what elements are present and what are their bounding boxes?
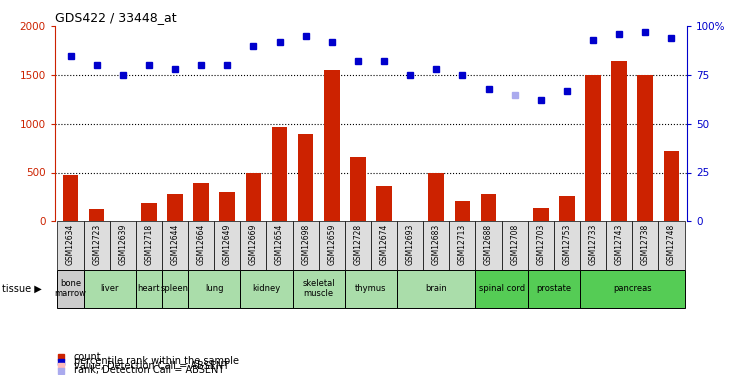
Text: GSM12733: GSM12733 xyxy=(588,224,597,265)
Bar xyxy=(324,70,340,221)
Text: GSM12703: GSM12703 xyxy=(537,224,545,265)
Text: GSM12669: GSM12669 xyxy=(249,224,258,265)
Bar xyxy=(397,221,423,270)
Text: GSM12743: GSM12743 xyxy=(615,224,624,265)
Bar xyxy=(637,75,654,221)
Text: lung: lung xyxy=(205,284,224,293)
Bar xyxy=(267,221,292,270)
Bar xyxy=(659,221,684,270)
Text: GSM12713: GSM12713 xyxy=(458,224,467,265)
Bar xyxy=(611,62,627,221)
Text: GDS422 / 33448_at: GDS422 / 33448_at xyxy=(55,11,176,24)
Bar xyxy=(246,172,261,221)
Bar xyxy=(214,221,240,270)
Text: GSM12639: GSM12639 xyxy=(118,224,127,265)
Bar xyxy=(554,221,580,270)
Bar xyxy=(559,196,575,221)
Text: GSM12748: GSM12748 xyxy=(667,224,676,265)
Text: GSM12649: GSM12649 xyxy=(223,224,232,265)
Bar xyxy=(371,221,397,270)
Text: GSM12753: GSM12753 xyxy=(562,224,572,265)
Text: GSM12644: GSM12644 xyxy=(170,224,180,265)
Bar xyxy=(63,176,78,221)
Bar xyxy=(88,209,105,221)
Bar xyxy=(475,270,528,308)
Bar xyxy=(136,221,162,270)
Text: count: count xyxy=(74,352,102,362)
Bar xyxy=(423,221,450,270)
Bar xyxy=(167,194,183,221)
Bar xyxy=(240,270,292,308)
Bar xyxy=(481,194,496,221)
Bar xyxy=(219,192,235,221)
Bar xyxy=(350,157,366,221)
Bar xyxy=(298,135,314,221)
Bar xyxy=(528,270,580,308)
Bar xyxy=(664,151,679,221)
Text: rank, Detection Call = ABSENT: rank, Detection Call = ABSENT xyxy=(74,366,224,375)
Bar xyxy=(58,221,83,270)
Bar xyxy=(528,221,554,270)
Bar xyxy=(188,270,240,308)
Bar xyxy=(455,201,470,221)
Text: spleen: spleen xyxy=(161,284,189,293)
Bar xyxy=(586,75,601,221)
Bar xyxy=(58,270,83,308)
Bar xyxy=(376,186,392,221)
Bar xyxy=(272,127,287,221)
Text: liver: liver xyxy=(100,284,119,293)
Bar xyxy=(319,221,345,270)
Bar xyxy=(240,221,267,270)
Text: skeletal
muscle: skeletal muscle xyxy=(303,279,335,298)
Text: prostate: prostate xyxy=(537,284,572,293)
Text: spinal cord: spinal cord xyxy=(479,284,525,293)
Text: GSM12718: GSM12718 xyxy=(145,224,154,265)
Text: GSM12708: GSM12708 xyxy=(510,224,519,265)
Text: GSM12688: GSM12688 xyxy=(484,224,493,265)
Bar xyxy=(110,221,136,270)
Bar xyxy=(83,270,136,308)
Text: brain: brain xyxy=(425,284,447,293)
Bar xyxy=(475,221,501,270)
Text: GSM12723: GSM12723 xyxy=(92,224,101,265)
Text: thymus: thymus xyxy=(355,284,387,293)
Bar xyxy=(188,221,214,270)
Text: GSM12654: GSM12654 xyxy=(275,224,284,265)
Bar xyxy=(450,221,475,270)
Bar xyxy=(501,221,528,270)
Text: percentile rank within the sample: percentile rank within the sample xyxy=(74,357,239,366)
Text: heart: heart xyxy=(137,284,160,293)
Text: GSM12693: GSM12693 xyxy=(406,224,414,265)
Text: GSM12659: GSM12659 xyxy=(327,224,336,265)
Bar xyxy=(162,221,188,270)
Text: GSM12738: GSM12738 xyxy=(641,224,650,265)
Bar xyxy=(141,203,156,221)
Bar xyxy=(193,183,209,221)
Text: GSM12683: GSM12683 xyxy=(432,224,441,265)
Text: GSM12698: GSM12698 xyxy=(301,224,310,265)
Bar xyxy=(428,174,444,221)
Text: value, Detection Call = ABSENT: value, Detection Call = ABSENT xyxy=(74,361,229,371)
Bar xyxy=(632,221,659,270)
Bar xyxy=(533,208,549,221)
Bar xyxy=(580,221,606,270)
Bar xyxy=(345,221,371,270)
Text: GSM12674: GSM12674 xyxy=(379,224,389,265)
Text: bone
marrow: bone marrow xyxy=(55,279,86,298)
Text: GSM12634: GSM12634 xyxy=(66,224,75,265)
Bar xyxy=(345,270,397,308)
Bar xyxy=(83,221,110,270)
Text: kidney: kidney xyxy=(252,284,281,293)
Text: GSM12728: GSM12728 xyxy=(353,224,363,265)
Bar xyxy=(397,270,475,308)
Bar xyxy=(580,270,684,308)
Bar xyxy=(292,221,319,270)
Text: tissue ▶: tissue ▶ xyxy=(2,284,42,294)
Bar xyxy=(292,270,345,308)
Bar xyxy=(162,270,188,308)
Text: pancreas: pancreas xyxy=(613,284,651,293)
Text: GSM12664: GSM12664 xyxy=(197,224,205,265)
Bar xyxy=(606,221,632,270)
Bar xyxy=(136,270,162,308)
